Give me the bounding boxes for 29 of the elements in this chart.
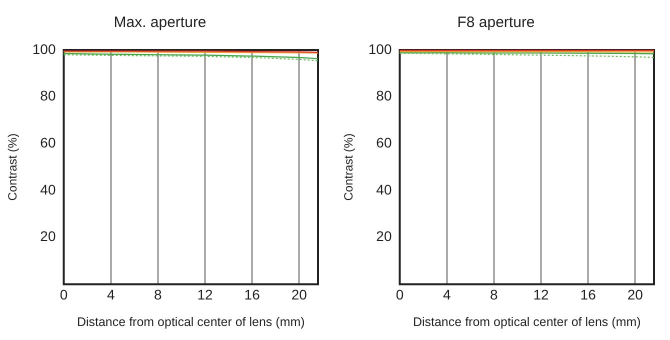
y-tick-label: 60 <box>40 134 56 151</box>
x-tick-label: 12 <box>197 286 213 302</box>
x-axis-title: Distance from optical center of lens (mm) <box>412 314 641 329</box>
x-tick-label: 4 <box>106 286 115 302</box>
y-tick-label: 80 <box>376 88 392 104</box>
y-tick-label: 80 <box>40 88 56 104</box>
x-tick-label: 0 <box>60 286 68 302</box>
x-tick-label: 20 <box>291 286 308 302</box>
y-axis-title: Contrast (%) <box>6 133 20 201</box>
chart-title: Max. aperture <box>114 14 206 32</box>
y-tick-label: 100 <box>368 40 392 57</box>
y-tick-label: 40 <box>40 181 56 198</box>
y-tick-label: 100 <box>32 40 56 57</box>
x-tick-label: 4 <box>442 286 451 302</box>
y-axis-title: Contrast (%) <box>342 133 356 201</box>
y-tick-label: 60 <box>376 134 392 151</box>
y-tick-label: 20 <box>376 228 392 244</box>
x-tick-label: 20 <box>627 286 644 302</box>
x-tick-label: 0 <box>396 286 404 302</box>
y-tick-label: 20 <box>40 228 56 244</box>
line-series <box>63 54 319 62</box>
x-tick-label: 12 <box>533 286 549 302</box>
x-tick-label: 16 <box>580 286 596 302</box>
x-tick-label: 8 <box>490 286 498 302</box>
x-tick-label: 8 <box>154 286 162 302</box>
x-tick-label: 16 <box>244 286 260 302</box>
chart-title: F8 aperture <box>457 14 535 32</box>
y-tick-label: 40 <box>376 181 392 198</box>
x-axis-title: Distance from optical center of lens (mm) <box>76 314 305 329</box>
